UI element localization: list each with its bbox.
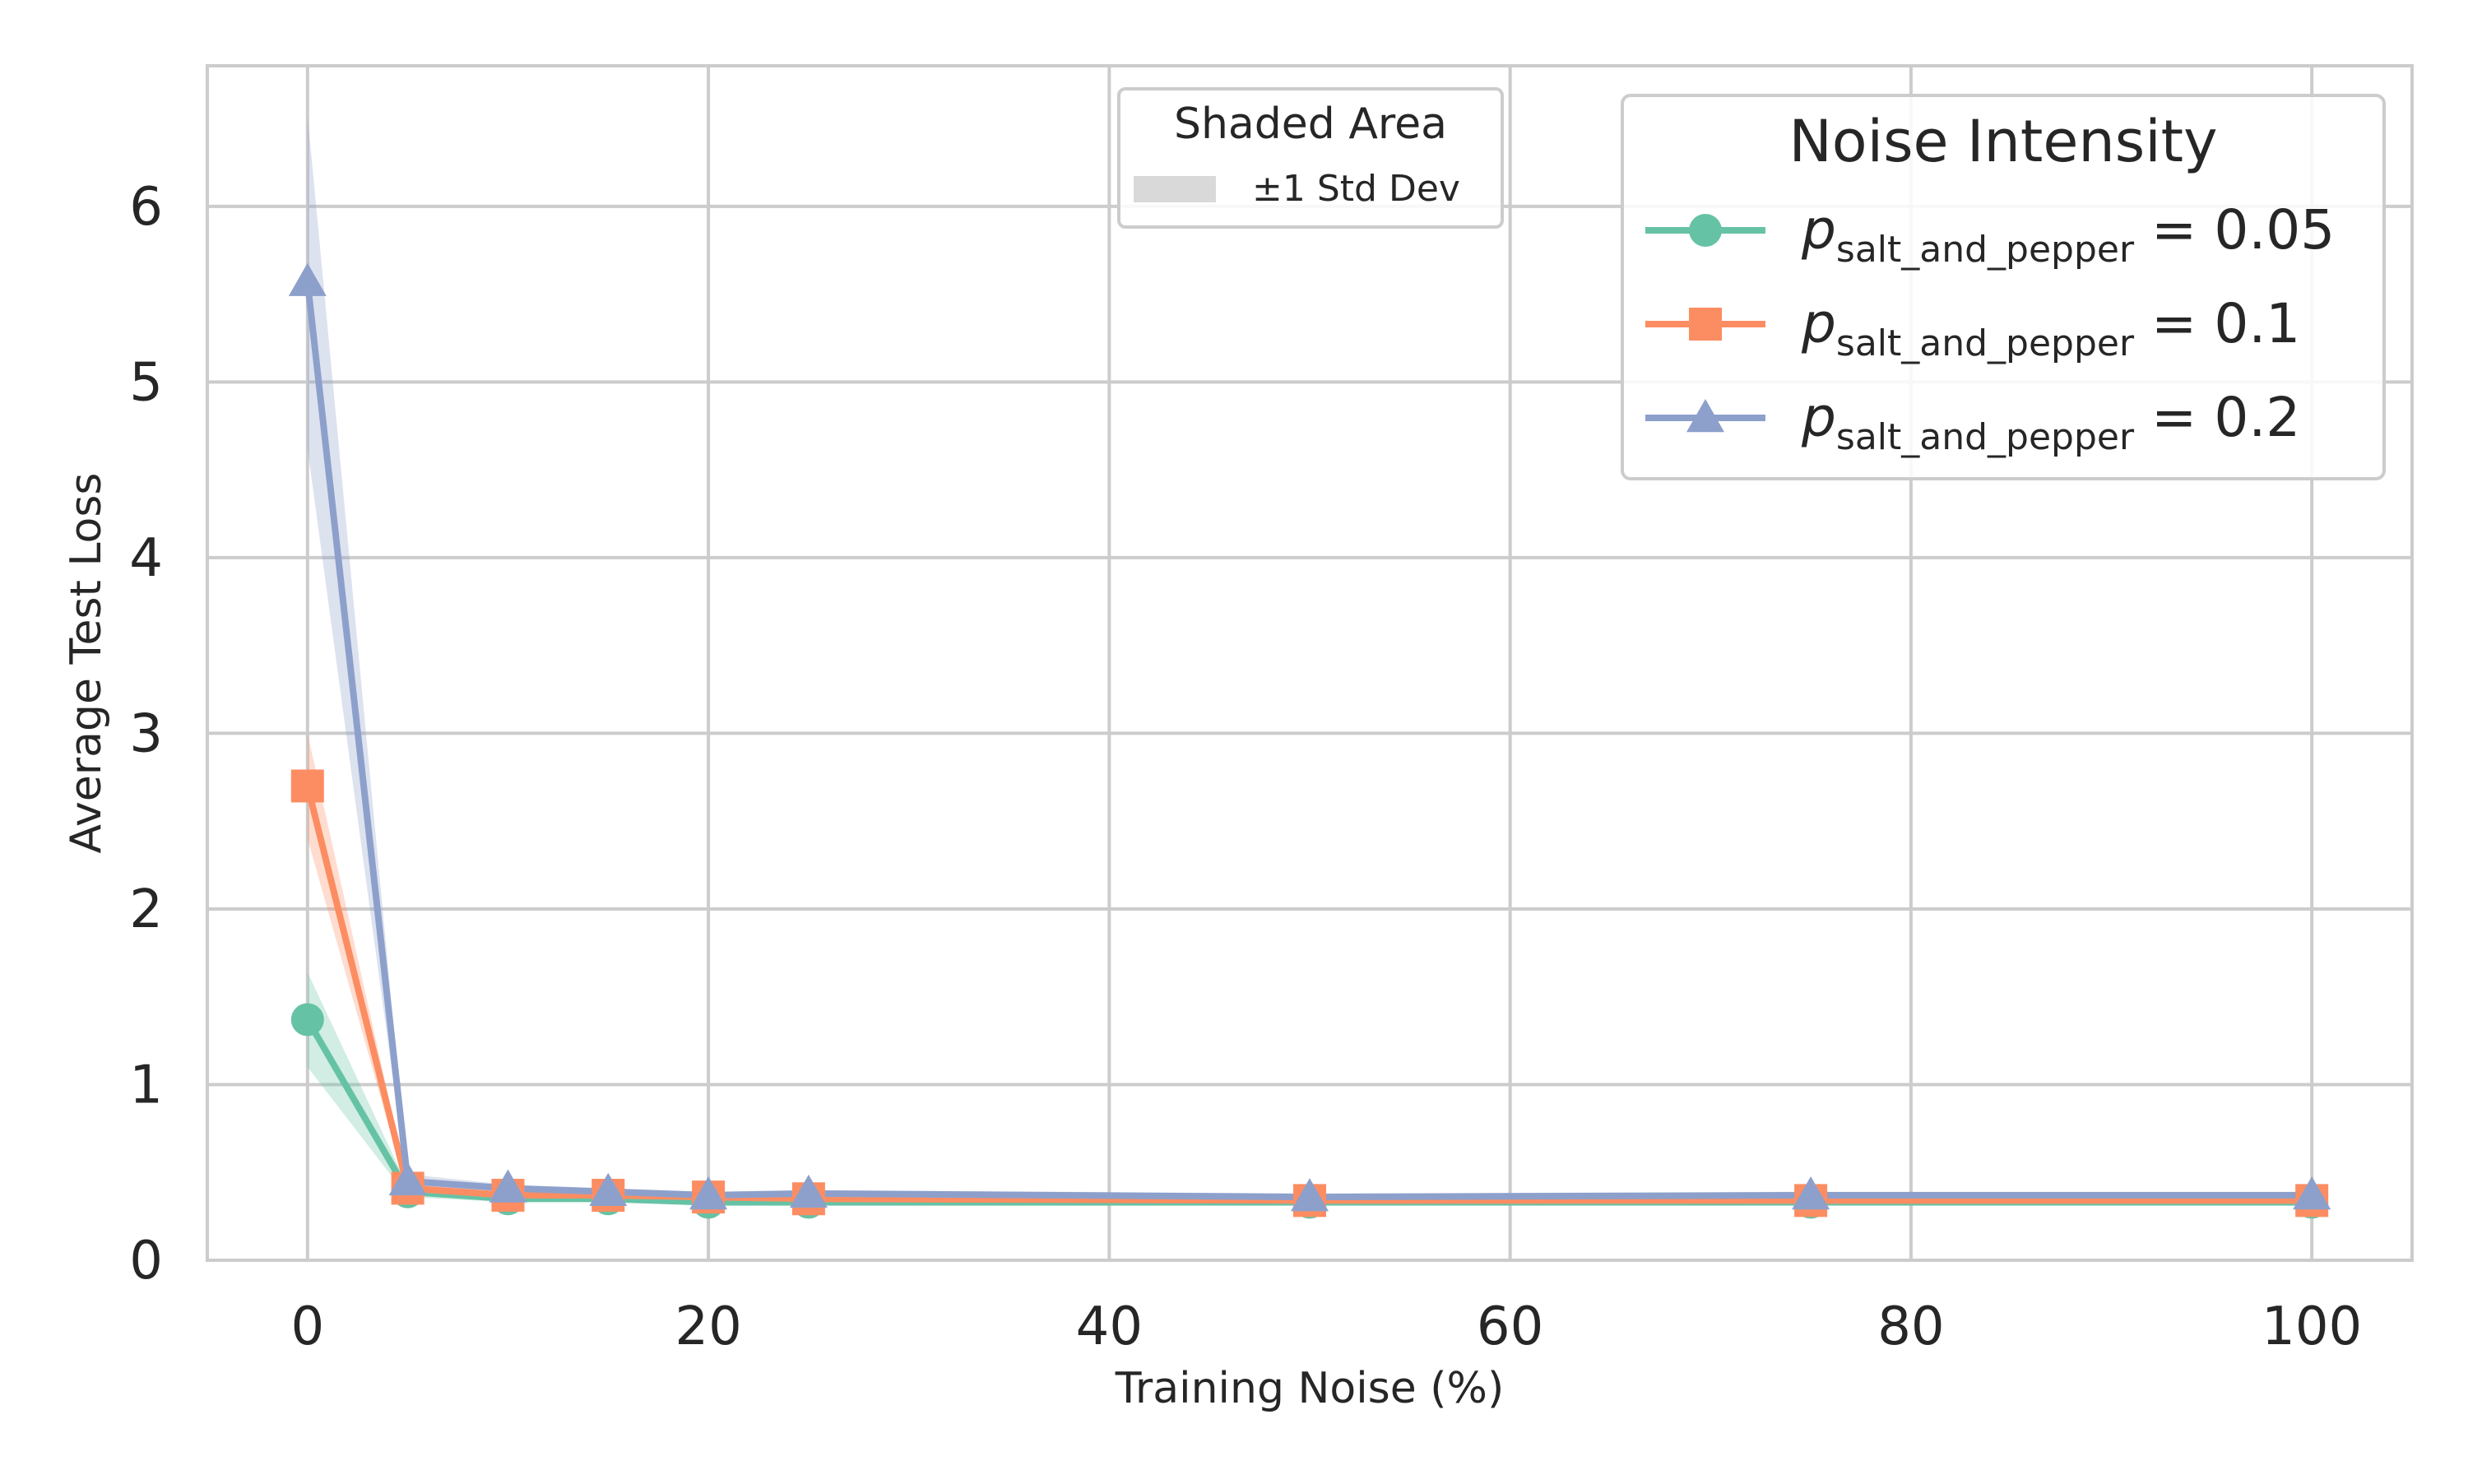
series-legend: Noise Intensity psalt_and_pepper = 0.05p… [1621, 94, 2386, 480]
x-tick-label: 40 [1076, 1296, 1143, 1357]
data-point-series-3 [589, 1172, 628, 1206]
x-tick-label: 60 [1477, 1296, 1543, 1357]
y-tick-labels: 0 1 2 3 4 5 6 [129, 177, 163, 1292]
y-tick-label: 5 [129, 352, 163, 413]
series-legend-title: Noise Intensity [1788, 108, 2217, 175]
shade-legend-label: ±1 Std Dev [1252, 168, 1460, 210]
shade-legend-title: Shaded Area [1174, 100, 1447, 149]
series-legend-frame [1621, 94, 2386, 480]
data-point-series-3 [1291, 1178, 1329, 1212]
y-tick-label: 2 [129, 879, 163, 940]
x-tick-label: 0 [290, 1296, 324, 1357]
legend-label-series-2: psalt_and_pepper = 0.1 [1801, 292, 2300, 364]
data-point-series-3 [489, 1169, 527, 1203]
data-point-series-3 [388, 1162, 427, 1196]
x-tick-label: 80 [1877, 1296, 1944, 1357]
y-tick-label: 4 [129, 528, 163, 589]
legend-label-series-3: psalt_and_pepper = 0.2 [1801, 386, 2300, 458]
series-markers [288, 262, 2331, 1219]
legend-entries: psalt_and_pepper = 0.05 psalt_and_pepper … [1645, 198, 2335, 458]
y-tick-label: 6 [129, 177, 163, 238]
legend-label-series-1: psalt_and_pepper = 0.05 [1801, 198, 2335, 271]
x-tick-label: 20 [675, 1296, 741, 1357]
data-point-series-3 [2293, 1176, 2331, 1210]
legend-marker-series-1 [1689, 214, 1722, 247]
data-point-series-3 [689, 1176, 728, 1210]
data-point-series-3 [288, 262, 327, 296]
y-axis-label: Average Test Loss [62, 472, 111, 853]
legend-marker-series-2 [1689, 308, 1722, 341]
data-point-series-1 [290, 1003, 324, 1036]
data-point-series-2 [290, 769, 324, 803]
legend-marker-series-3 [1686, 399, 1724, 433]
x-tick-labels: 0 20 40 60 80 100 [290, 1296, 2362, 1357]
data-point-series-3 [789, 1174, 828, 1208]
data-point-series-3 [1792, 1176, 1830, 1210]
shade-legend: Shaded Area ±1 Std Dev [1117, 87, 1504, 229]
plot-frame [206, 64, 2414, 1262]
y-tick-label: 3 [129, 703, 163, 764]
shade-legend-swatch [1134, 176, 1216, 202]
y-tick-label: 0 [129, 1231, 163, 1292]
y-tick-label: 1 [129, 1055, 163, 1115]
x-tick-label: 100 [2262, 1296, 2362, 1357]
x-axis-label: Training Noise (%) [1115, 1364, 1504, 1413]
